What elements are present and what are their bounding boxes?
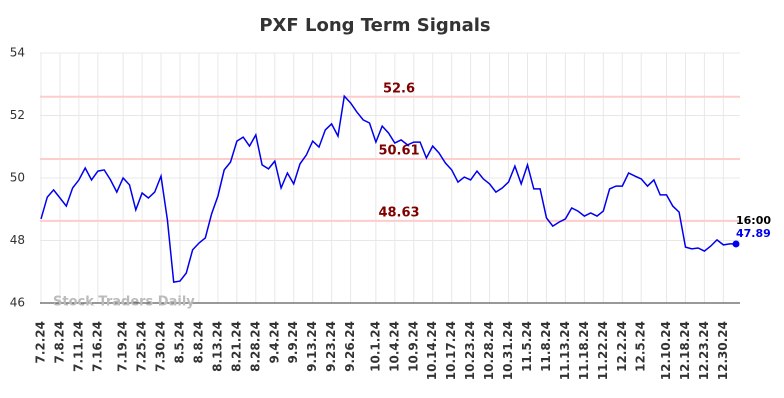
x-tick-label: 10.17.24 bbox=[444, 321, 458, 380]
x-tick-label: 9.9.24 bbox=[286, 321, 300, 364]
x-tick-label: 11.22.24 bbox=[596, 321, 610, 380]
last-point bbox=[732, 240, 740, 248]
x-tick-label: 12.23.24 bbox=[697, 321, 711, 380]
last-value: 47.89 bbox=[736, 227, 771, 240]
signal-label: 52.6 bbox=[383, 81, 415, 96]
x-tick-label: 10.23.24 bbox=[463, 321, 477, 380]
x-tick-label: 8.5.24 bbox=[173, 321, 187, 364]
x-tick-label: 7.2.24 bbox=[34, 321, 48, 364]
signal-label: 50.61 bbox=[378, 143, 419, 158]
x-tick-label: 9.4.24 bbox=[267, 321, 281, 364]
x-tick-label: 12.18.24 bbox=[678, 321, 692, 380]
x-tick-label: 7.25.24 bbox=[135, 321, 149, 372]
x-tick-label: 7.30.24 bbox=[154, 321, 168, 372]
y-tick-label: 54 bbox=[10, 46, 25, 60]
x-tick-label: 10.31.24 bbox=[501, 321, 515, 380]
y-tick-label: 52 bbox=[10, 108, 25, 122]
x-tick-label: 7.16.24 bbox=[90, 321, 104, 372]
x-tick-label: 7.11.24 bbox=[71, 321, 85, 372]
x-tick-label: 10.14.24 bbox=[425, 321, 439, 380]
signal-label: 48.63 bbox=[378, 205, 419, 220]
x-tick-label: 8.13.24 bbox=[210, 321, 224, 372]
watermark: Stock Traders Daily bbox=[53, 295, 195, 310]
y-tick-label: 50 bbox=[10, 171, 25, 185]
x-tick-label: 10.9.24 bbox=[406, 321, 420, 372]
last-time: 16:00 bbox=[736, 214, 771, 227]
chart-title: PXF Long Term Signals bbox=[259, 15, 490, 36]
x-tick-label: 7.8.24 bbox=[52, 321, 66, 364]
price-line bbox=[40, 94, 736, 283]
x-tick-label: 11.18.24 bbox=[577, 321, 591, 380]
x-tick-label: 7.19.24 bbox=[116, 321, 130, 372]
x-tick-label: 9.23.24 bbox=[324, 321, 338, 372]
x-tick-label: 8.8.24 bbox=[191, 321, 205, 364]
x-tick-label: 12.10.24 bbox=[659, 321, 673, 380]
x-tick-label: 10.28.24 bbox=[482, 321, 496, 380]
y-tick-label: 48 bbox=[10, 233, 25, 247]
x-tick-label: 8.21.24 bbox=[229, 321, 243, 372]
x-tick-label: 9.13.24 bbox=[305, 321, 319, 372]
x-tick-label: 12.5.24 bbox=[634, 321, 648, 372]
y-tick-label: 46 bbox=[10, 296, 25, 310]
x-tick-label: 10.1.24 bbox=[368, 321, 382, 372]
x-tick-label: 12.30.24 bbox=[716, 321, 730, 380]
x-tick-label: 11.5.24 bbox=[520, 321, 534, 372]
x-tick-label: 9.26.24 bbox=[343, 321, 357, 372]
x-tick-label: 11.13.24 bbox=[558, 321, 572, 380]
x-tick-label: 10.4.24 bbox=[387, 321, 401, 372]
x-tick-label: 8.28.24 bbox=[248, 321, 262, 372]
x-tick-label: 12.2.24 bbox=[615, 321, 629, 372]
x-tick-label: 11.8.24 bbox=[539, 321, 553, 372]
